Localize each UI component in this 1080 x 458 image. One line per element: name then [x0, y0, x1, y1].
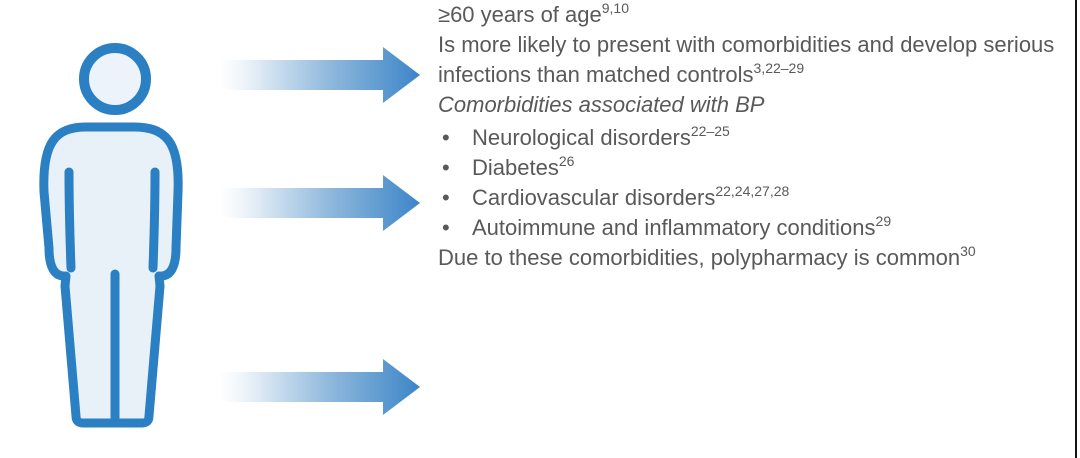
polypharmacy-refs-superscript: 30: [960, 242, 976, 259]
list-item: • Diabetes26: [438, 153, 1058, 183]
bullet-refs-superscript: 29: [875, 212, 892, 229]
bullet-icon: •: [442, 155, 450, 180]
list-item: • Autoimmune and inflammatory conditions…: [438, 213, 1058, 243]
person-icon: [39, 43, 183, 428]
bullet-icon: •: [442, 125, 450, 150]
bullet-label: Autoimmune and inflammatory conditions: [472, 215, 876, 240]
bullet-label: Diabetes: [472, 155, 559, 180]
polypharmacy-line: Due to these comorbidities, polypharmacy…: [438, 243, 1058, 273]
bullet-text: Autoimmune and inflammatory conditions29: [472, 213, 891, 243]
age-refs-superscript: 9,10: [601, 0, 629, 16]
age-text: ≥60 years of age: [438, 2, 602, 27]
comorbidity-paragraph-text: Is more likely to present with comorbidi…: [438, 32, 1055, 87]
bullet-text: Neurological disorders22–25: [472, 123, 730, 153]
comorbidity-bullet-list: • Neurological disorders22–25 • Diabetes…: [438, 123, 1058, 243]
bullet-label: Neurological disorders: [472, 125, 691, 150]
bullet-refs-superscript: 22,24,27,28: [715, 182, 790, 199]
bullet-text: Cardiovascular disorders22,24,27,28: [472, 183, 789, 213]
page-edge-line: [1075, 0, 1077, 458]
bullet-text: Diabetes26: [472, 153, 574, 183]
right-arrow-icon: [220, 175, 420, 231]
bullet-icon: •: [442, 215, 450, 240]
age-line: ≥60 years of age9,10: [438, 0, 1058, 30]
list-item: • Neurological disorders22–25: [438, 123, 1058, 153]
comorbidities-heading: Comorbidities associated with BP: [438, 92, 765, 117]
text-column: ≥60 years of age9,10 Is more likely to p…: [438, 0, 1058, 273]
list-item: • Cardiovascular disorders22,24,27,28: [438, 183, 1058, 213]
right-arrow-icon: [220, 359, 420, 415]
comorbidity-paragraph: Is more likely to present with comorbidi…: [438, 30, 1058, 90]
polypharmacy-text: Due to these comorbidities, polypharmacy…: [438, 245, 961, 270]
bullet-refs-superscript: 26: [558, 152, 575, 169]
right-arrow-icon: [220, 47, 420, 103]
bullet-label: Cardiovascular disorders: [472, 185, 716, 210]
bullet-icon: •: [442, 185, 450, 210]
bullet-refs-superscript: 22–25: [690, 122, 730, 139]
comorbidity-paragraph-refs-superscript: 3,22–29: [753, 59, 805, 76]
